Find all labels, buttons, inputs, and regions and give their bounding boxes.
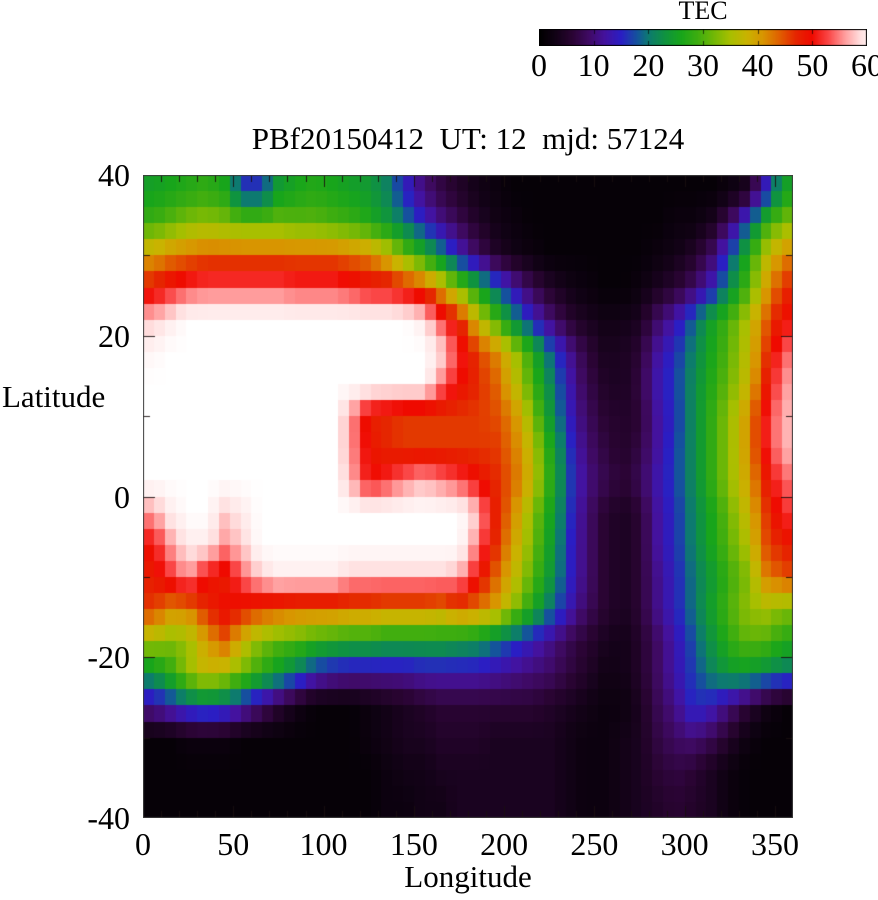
x-tick-label: 200 xyxy=(480,826,529,862)
y-tick-label: 0 xyxy=(114,478,130,515)
x-tick-label: 250 xyxy=(570,826,619,862)
y-tick-label: -40 xyxy=(87,800,130,836)
colorbar-title: TEC xyxy=(678,0,728,25)
y-axis-title: Latitude xyxy=(2,379,106,414)
colorbar-tick-label: 50 xyxy=(796,47,829,83)
x-axis-title: Longitude xyxy=(404,859,532,894)
x-tick-label: 300 xyxy=(660,826,709,862)
colorbar-tick-label: 30 xyxy=(687,47,719,83)
y-tick-label: -20 xyxy=(87,639,130,676)
x-tick-label: 100 xyxy=(299,826,348,862)
colorbar-gradient xyxy=(539,29,867,46)
colorbar-tick-label: 10 xyxy=(577,47,610,83)
tec-heatmap xyxy=(143,175,793,818)
y-tick-label: 20 xyxy=(98,317,130,354)
x-tick-label: 350 xyxy=(750,826,799,862)
colorbar-tick-label: 20 xyxy=(632,47,665,83)
x-tick-label: 0 xyxy=(135,826,151,862)
plot-title: PBf20150412 UT: 12 mjd: 57124 xyxy=(251,121,685,156)
colorbar-tick-label: 60 xyxy=(851,47,878,83)
x-tick-label: 50 xyxy=(217,826,250,862)
colorbar-tick-label: 0 xyxy=(531,47,547,83)
colorbar-tick-label: 40 xyxy=(741,47,774,83)
y-tick-label: 40 xyxy=(98,157,130,193)
x-tick-label: 150 xyxy=(389,826,438,862)
